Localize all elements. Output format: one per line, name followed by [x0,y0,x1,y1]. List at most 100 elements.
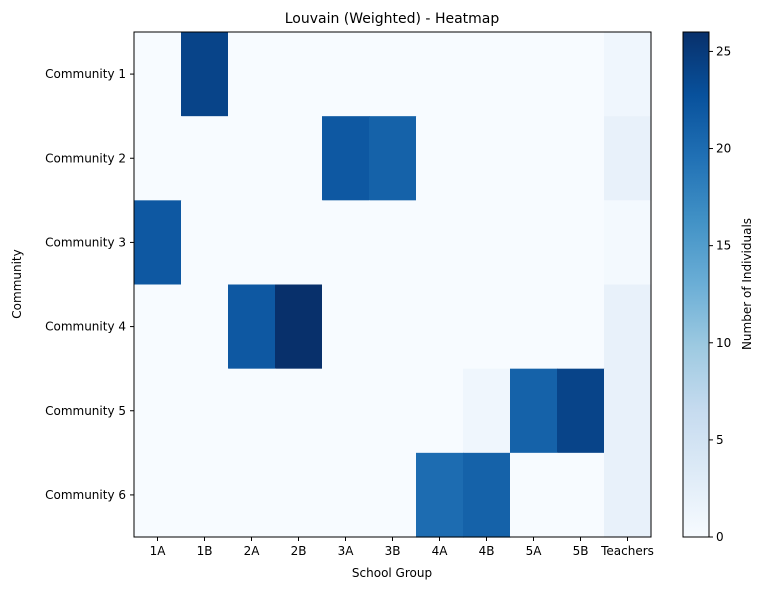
heatmap-cell [134,284,182,370]
x-tick-label: 2B [291,544,307,558]
y-tick-label: Community 2 [45,151,126,165]
heatmap-cell [416,452,464,538]
x-tick-label: 1A [150,544,167,558]
heatmap-cell [604,200,652,286]
colorbar-label: Number of Individuals [740,218,754,350]
heatmap-cell [557,200,605,286]
colorbar-frame [682,31,710,538]
heatmap-cell [181,368,229,454]
colorbar-tick-label: 25 [716,44,731,58]
heatmap-cell [181,32,229,117]
heatmap-cell [510,32,558,117]
heatmap-cell [463,368,511,454]
heatmap-cell [134,116,182,201]
heatmap-cell [604,368,652,454]
heatmap-cell [134,32,182,117]
heatmap-cell [604,452,652,538]
heatmap-cell [228,368,276,454]
heatmap-cell [275,284,323,370]
y-tick-label: Community 3 [45,235,126,249]
chart-title: Louvain (Weighted) - Heatmap [285,11,500,27]
x-tick-label: 5B [573,544,589,558]
heatmap-cell [416,368,464,454]
heatmap-cell [557,116,605,201]
x-tick-label: 2A [244,544,261,558]
heatmap-cell [181,452,229,538]
y-tick-label: Community 1 [45,67,126,81]
heatmap-cell [134,200,182,286]
heatmap-cell [369,368,417,454]
heatmap-cell [228,32,276,117]
heatmap-cell [181,200,229,286]
heatmap-cell [369,200,417,286]
heatmap-cell [369,452,417,538]
colorbar-tick-label: 10 [716,336,731,350]
heatmap-cell [134,368,182,454]
heatmap-cell [510,368,558,454]
heatmap-cell [510,284,558,370]
heatmap-cell [510,116,558,201]
colorbar-tick-label: 5 [716,433,724,447]
heatmap-cell [557,284,605,370]
heatmap-cell [604,32,652,117]
heatmap-cell [463,284,511,370]
heatmap-cell [416,284,464,370]
heatmap-cell [181,284,229,370]
heatmap-cell [369,116,417,201]
heatmap-cell [275,200,323,286]
heatmap-cells [134,32,652,538]
heatmap-cell [322,116,370,201]
heatmap-cell [416,200,464,286]
heatmap-cell [275,32,323,117]
colorbar-tick-label: 0 [716,530,724,544]
colorbar-ticks: 0 5 10 15 20 25 [709,44,731,544]
heatmap-cell [322,368,370,454]
heatmap-cell [275,368,323,454]
y-tick-label: Community 6 [45,488,126,502]
heatmap-cell [557,368,605,454]
heatmap-cell [604,284,652,370]
x-tick-label: 1B [197,544,213,558]
heatmap-cell [604,116,652,201]
heatmap-cell [181,116,229,201]
heatmap-cell [322,32,370,117]
x-tick-label: 3B [385,544,401,558]
heatmap-cell [275,452,323,538]
heatmap-cell [322,284,370,370]
heatmap-cell [557,452,605,538]
heatmap-cell [134,452,182,538]
heatmap-cell [510,452,558,538]
heatmap-cell [228,200,276,286]
heatmap-cell [322,452,370,538]
heatmap-cell [228,284,276,370]
y-tick-label: Community 5 [45,404,126,418]
colorbar [683,32,709,537]
x-tick-label: 3A [338,544,355,558]
x-tick-label: 4A [432,544,449,558]
heatmap-cell [557,32,605,117]
x-tick-label: 5A [526,544,543,558]
colorbar-tick-label: 20 [716,142,731,156]
heatmap-cell [416,116,464,201]
heatmap-cell [369,32,417,117]
x-tick-label: Teachers [600,544,654,558]
heatmap-cell [228,116,276,201]
heatmap-cell [463,32,511,117]
heatmap-cell [510,200,558,286]
colorbar-tick-label: 15 [716,239,731,253]
y-axis-label: Community [10,249,24,318]
heatmap-cell [463,200,511,286]
x-axis-ticks: 1A 1B 2A 2B 3A 3B 4A 4B 5A 5B Teachers [150,537,654,558]
heatmap-cell [322,200,370,286]
x-axis-label: School Group [352,566,432,580]
heatmap-cell [416,32,464,117]
y-axis-ticks: Community 1 Community 2 Community 3 Communi… [45,67,134,502]
heatmap-cell [463,452,511,538]
heatmap-cell [275,116,323,201]
heatmap-cell [228,452,276,538]
heatmap-cell [463,116,511,201]
heatmap-cell [369,284,417,370]
x-tick-label: 4B [479,544,495,558]
y-tick-label: Community 4 [45,320,126,334]
